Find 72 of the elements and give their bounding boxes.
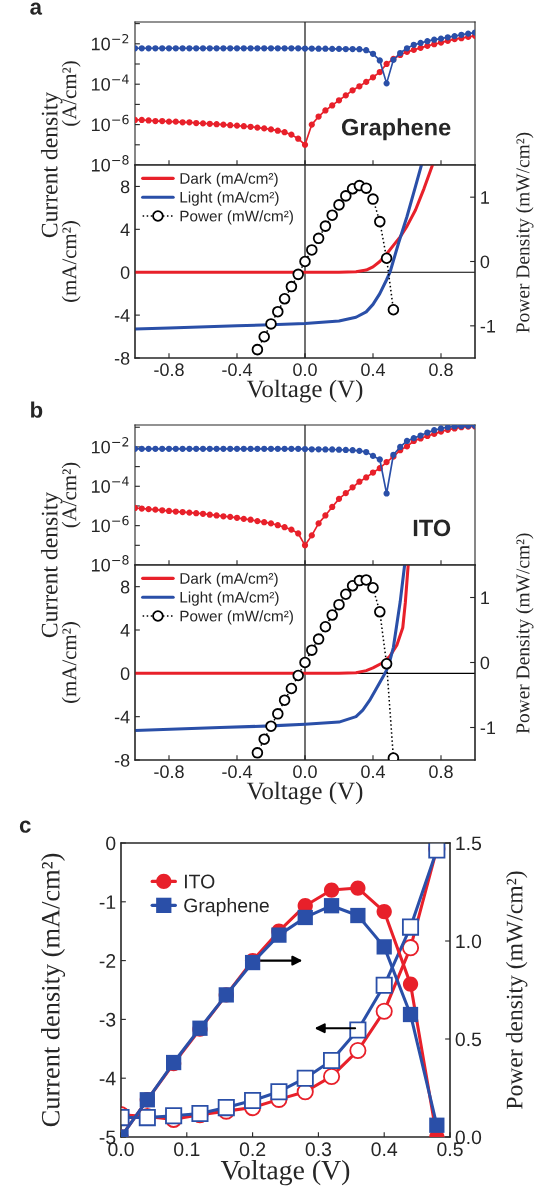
y2-tick-label: -1: [480, 319, 496, 333]
x-tick-label: 0.4: [371, 1142, 398, 1157]
y-tick-label: 10$^{−2}$: [91, 33, 129, 51]
y2-tick-label: 0.5: [455, 1032, 482, 1047]
y-tick-label: 10$^{−4}$: [91, 74, 129, 91]
x-tick-label: 0.4: [361, 765, 386, 779]
y2-tick-label: 0: [480, 255, 490, 269]
y-tick-label: 4: [120, 624, 130, 637]
chart-title: c: [19, 820, 31, 833]
y-tick-label: 10$^{−8}$: [91, 555, 129, 572]
y2-tick-label: 1: [481, 591, 490, 605]
legend-label: Power (mW/cm²): [180, 610, 293, 625]
y-tick-label: 0: [120, 667, 130, 681]
y-tick-label: -2: [99, 954, 116, 968]
x-tick-label: 0.1: [174, 1142, 200, 1157]
x-tick-label: -0.4: [222, 363, 253, 377]
y2-axis-title: Power Density (mW/cm²): [515, 132, 534, 333]
y-tick-label: 0: [120, 266, 130, 279]
legend-label: Dark (mA/cm²): [180, 572, 278, 587]
x-tick-label: 0.8: [429, 363, 453, 377]
chart-title: a: [30, 2, 43, 15]
y-tick-label: -4: [99, 1071, 116, 1086]
x-tick-label: 0.4: [361, 363, 386, 377]
x-tick-label: 0.0: [293, 363, 317, 377]
x-tick-label: -0.4: [222, 765, 253, 779]
x-tick-label: -0.8: [154, 363, 184, 377]
legend-label: Power (mW/cm²): [180, 210, 293, 225]
x-tick-label: 0.8: [429, 765, 453, 779]
y2-tick-label: -1: [480, 721, 496, 735]
text: Current density: [40, 91, 63, 238]
x-tick-label: 0.3: [305, 1142, 332, 1157]
annotation: Graphene: [341, 118, 451, 141]
y-tick-label: -1: [99, 895, 116, 909]
legend-label: Graphene: [184, 898, 269, 917]
annotation: ITO: [413, 519, 451, 537]
y-tick-label: 10$^{−6}$: [91, 515, 129, 533]
y-tick-label: 10$^{−8}$: [91, 155, 129, 172]
y-axis-title: (mA/cm²): [61, 622, 81, 703]
y-tick-label: 8: [120, 180, 130, 194]
legend-label: Light (mA/cm²): [180, 191, 279, 206]
y-tick-label: -4: [114, 710, 130, 724]
y-tick-label: 10$^{−4}$: [91, 476, 129, 493]
x-axis-title: Voltage (V): [220, 1159, 350, 1186]
y2-tick-label: 1.0: [456, 934, 482, 949]
y-axis-title: (A/cm²): [61, 462, 81, 528]
y-tick-label: -8: [114, 753, 130, 767]
chart-title: b: [31, 401, 43, 418]
x-tick-label: -0.8: [154, 765, 184, 779]
legend-label: Light (mA/cm²): [180, 591, 279, 606]
legend-label: Dark (mA/cm²): [180, 172, 278, 187]
y-axis-title: Current density (mA/cm²): [41, 853, 66, 1127]
legend-label: ITO: [185, 874, 215, 889]
text: Current density: [40, 491, 63, 638]
y-tick-label: 10$^{−6}$: [91, 114, 129, 132]
y-tick-label: -8: [114, 351, 130, 365]
y-tick-label: 10$^{−2}$: [91, 437, 129, 454]
x-axis-title: Voltage (V): [246, 781, 363, 805]
y-tick-label: 4: [120, 223, 130, 236]
x-axis-title: Voltage (V): [246, 379, 363, 403]
y-tick-label: 0: [106, 836, 116, 851]
x-tick-label: 0.2: [239, 1142, 266, 1157]
y-axis-title: (A/cm²): [61, 61, 81, 126]
y2-tick-label: 1.5: [456, 836, 482, 851]
y2-tick-label: 1: [481, 191, 490, 204]
y2-axis-title: Power density (mW/cm²): [505, 871, 528, 1109]
y2-axis-title: Power Density (mW/cm²): [515, 533, 534, 734]
x-tick-label: 0.0: [293, 765, 317, 779]
y-tick-label: -3: [99, 1012, 116, 1027]
y-tick-label: -4: [114, 309, 130, 322]
y-axis-title: (mA/cm²): [61, 221, 81, 302]
y2-tick-label: 0: [480, 656, 490, 670]
y-tick-label: 8: [120, 580, 130, 594]
